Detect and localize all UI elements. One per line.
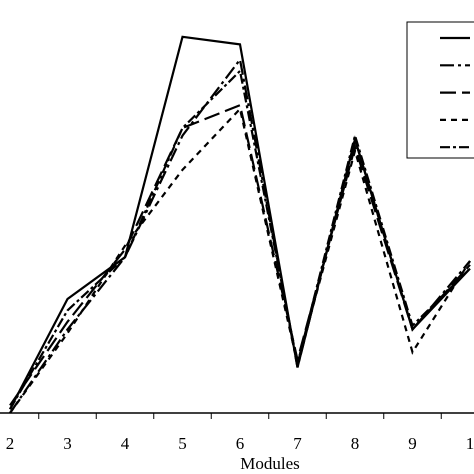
series-line	[9, 35, 471, 410]
series-line	[9, 68, 471, 410]
x-tick-label: 8	[351, 434, 360, 453]
x-tick-label: 2	[6, 434, 15, 453]
x-axis-label: Modules	[240, 454, 300, 473]
x-tick-label: 9	[408, 434, 417, 453]
x-tick-label: 7	[293, 434, 302, 453]
x-tick-label: 1	[466, 434, 474, 453]
legend-box	[406, 21, 474, 159]
x-tick-label: 5	[178, 434, 187, 453]
series-line	[9, 106, 471, 414]
x-tick-label: 3	[63, 434, 72, 453]
x-tick-label: 6	[236, 434, 245, 453]
x-tick-label: 4	[121, 434, 130, 453]
series-line	[9, 103, 471, 407]
